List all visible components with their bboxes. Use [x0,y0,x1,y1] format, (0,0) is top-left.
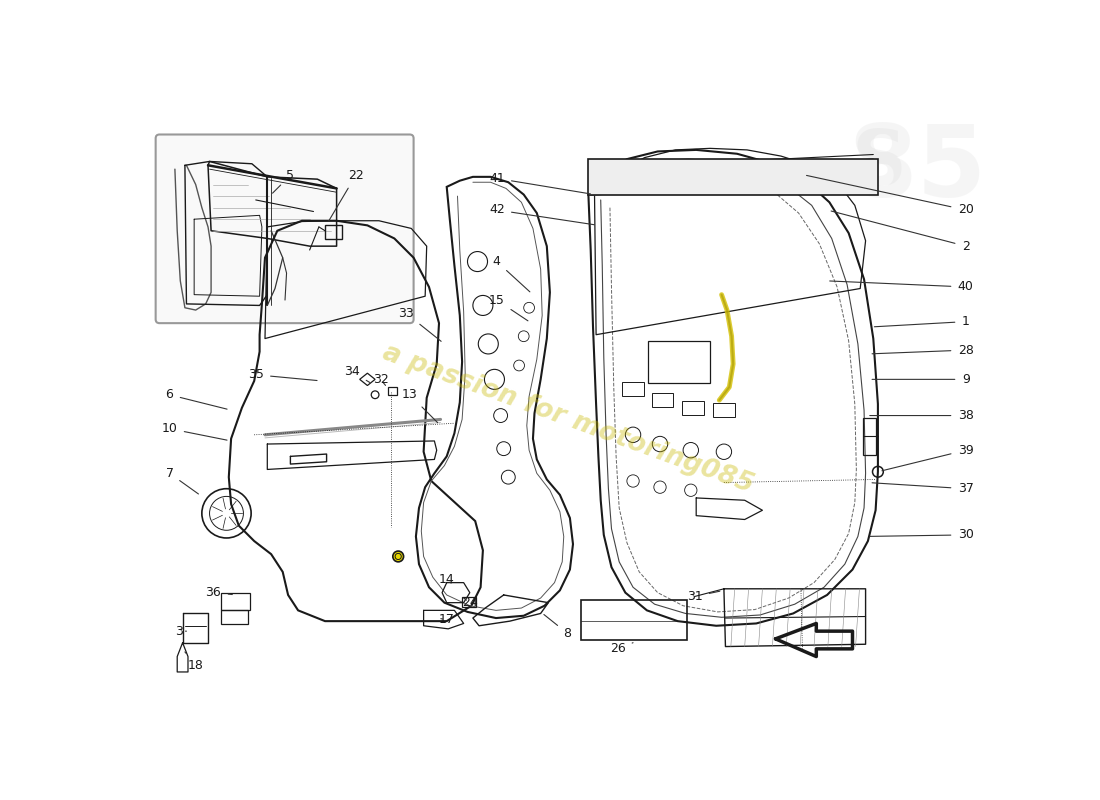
Text: 42: 42 [488,203,594,225]
Bar [388,387,397,394]
Text: 1: 1 [874,315,969,328]
Polygon shape [360,373,375,386]
Text: 30: 30 [870,529,974,542]
Text: 18: 18 [185,652,204,672]
Text: 17: 17 [439,613,454,626]
Text: 31: 31 [686,590,719,603]
Text: 2: 2 [832,211,969,253]
Bar [713,403,735,417]
Text: 6: 6 [166,388,227,409]
Bar [651,394,673,407]
Bar [326,226,342,239]
Text: 39: 39 [882,444,974,470]
Bar [649,341,711,383]
Text: 37: 37 [872,482,974,495]
Bar [623,382,643,395]
Text: 41: 41 [488,172,591,194]
FancyBboxPatch shape [156,134,414,323]
Text: 20: 20 [806,175,974,217]
Text: 10: 10 [162,422,227,440]
Text: 32: 32 [373,373,388,386]
Text: 4: 4 [493,255,530,292]
Text: 35: 35 [248,368,317,382]
Text: 36: 36 [206,586,232,599]
Circle shape [393,551,404,562]
Text: 28: 28 [872,344,974,357]
Bar [581,600,686,640]
Text: 14: 14 [439,573,454,586]
Text: 7: 7 [165,467,198,494]
Text: 9: 9 [872,373,969,386]
Text: 40: 40 [829,281,974,294]
Text: 15: 15 [488,294,528,321]
Bar [221,610,249,624]
Text: 3: 3 [175,625,186,638]
Bar [682,401,704,414]
Text: 8: 8 [543,614,572,640]
Text: 26: 26 [609,642,632,655]
Text: a passion for motoring085: a passion for motoring085 [378,340,757,499]
Text: S: S [851,126,907,201]
Text: 85: 85 [848,121,988,218]
Text: 22: 22 [329,169,364,221]
Text: 24: 24 [462,596,477,609]
Bar [862,418,877,455]
Text: 33: 33 [398,306,441,342]
Text: 34: 34 [344,365,370,382]
Text: 13: 13 [402,388,438,422]
Bar [221,593,251,610]
Bar [462,597,476,607]
Text: 5: 5 [273,169,295,193]
Bar [588,159,878,194]
Text: 38: 38 [870,409,974,422]
